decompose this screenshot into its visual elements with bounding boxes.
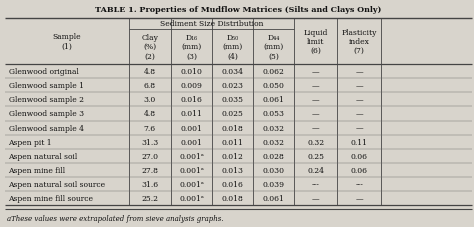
Text: 0.011: 0.011 xyxy=(222,138,244,146)
Text: 0.025: 0.025 xyxy=(222,110,244,118)
Text: 0.018: 0.018 xyxy=(222,194,244,202)
Text: —: — xyxy=(356,68,363,76)
Text: 0.001ᵃ: 0.001ᵃ xyxy=(179,180,204,188)
Text: —: — xyxy=(356,96,363,104)
Text: 0.032: 0.032 xyxy=(263,138,284,146)
Text: 7.6: 7.6 xyxy=(144,124,156,132)
Text: 0.018: 0.018 xyxy=(222,124,244,132)
Text: 0.001: 0.001 xyxy=(181,138,202,146)
Text: 0.061: 0.061 xyxy=(263,96,284,104)
Text: 4.8: 4.8 xyxy=(144,110,156,118)
Text: 0.013: 0.013 xyxy=(222,166,244,174)
Text: —: — xyxy=(356,124,363,132)
Text: 0.32: 0.32 xyxy=(307,138,324,146)
Text: 25.2: 25.2 xyxy=(141,194,158,202)
Text: 0.016: 0.016 xyxy=(222,180,244,188)
Text: Glenwood original: Glenwood original xyxy=(9,68,78,76)
Text: 0.032: 0.032 xyxy=(263,124,284,132)
Text: Glenwood sample 1: Glenwood sample 1 xyxy=(9,82,83,90)
Text: 0.011: 0.011 xyxy=(181,110,202,118)
Text: 3.0: 3.0 xyxy=(144,96,156,104)
Text: 0.001ᵃ: 0.001ᵃ xyxy=(179,166,204,174)
Text: —: — xyxy=(356,194,363,202)
Text: 0.009: 0.009 xyxy=(181,82,202,90)
Text: Plasticity
index
(7): Plasticity index (7) xyxy=(342,29,377,55)
Text: 0.06: 0.06 xyxy=(351,152,368,160)
Text: 0.25: 0.25 xyxy=(307,152,324,160)
Text: 0.001: 0.001 xyxy=(181,124,202,132)
Text: Liquid
limit
(6): Liquid limit (6) xyxy=(303,29,328,55)
Text: 0.050: 0.050 xyxy=(263,82,284,90)
Text: Aspen natural soil source: Aspen natural soil source xyxy=(9,180,106,188)
Text: 27.8: 27.8 xyxy=(141,166,158,174)
Text: 0.039: 0.039 xyxy=(263,180,284,188)
Text: —: — xyxy=(312,194,319,202)
Text: Sample
(1): Sample (1) xyxy=(53,33,81,50)
Text: Aspen natural soil: Aspen natural soil xyxy=(9,152,78,160)
Text: 27.0: 27.0 xyxy=(141,152,158,160)
Text: 0.053: 0.053 xyxy=(263,110,284,118)
Text: D₅₀
(mm)
(4): D₅₀ (mm) (4) xyxy=(223,34,243,60)
Text: Glenwood sample 3: Glenwood sample 3 xyxy=(9,110,83,118)
Text: —: — xyxy=(312,96,319,104)
Text: 0.028: 0.028 xyxy=(263,152,284,160)
Text: 0.034: 0.034 xyxy=(222,68,244,76)
Text: —: — xyxy=(312,82,319,90)
Text: Aspen pit 1: Aspen pit 1 xyxy=(9,138,52,146)
Text: 0.001ᵃ: 0.001ᵃ xyxy=(179,152,204,160)
Text: —: — xyxy=(312,68,319,76)
Text: 0.24: 0.24 xyxy=(307,166,324,174)
Text: 6.8: 6.8 xyxy=(144,82,156,90)
Text: 31.6: 31.6 xyxy=(141,180,158,188)
Text: —: — xyxy=(312,110,319,118)
Text: 0.06: 0.06 xyxy=(351,166,368,174)
Text: 0.023: 0.023 xyxy=(222,82,244,90)
Text: Sediment Size Distribution: Sediment Size Distribution xyxy=(160,20,263,28)
Text: 0.010: 0.010 xyxy=(181,68,202,76)
Text: —: — xyxy=(356,110,363,118)
Text: 0.062: 0.062 xyxy=(263,68,284,76)
Text: —: — xyxy=(312,124,319,132)
Text: Clay
(%)
(2): Clay (%) (2) xyxy=(141,34,158,60)
Text: aThese values were extrapolated from sieve analysis graphs.: aThese values were extrapolated from sie… xyxy=(7,215,224,222)
Text: 0.11: 0.11 xyxy=(351,138,368,146)
Text: ---: --- xyxy=(312,180,319,188)
Text: 31.3: 31.3 xyxy=(141,138,158,146)
Text: ---: --- xyxy=(356,180,363,188)
Text: —: — xyxy=(356,82,363,90)
Text: Aspen mine fill source: Aspen mine fill source xyxy=(9,194,93,202)
Text: 0.035: 0.035 xyxy=(222,96,244,104)
Text: 0.012: 0.012 xyxy=(222,152,244,160)
Text: D₁₆
(mm)
(3): D₁₆ (mm) (3) xyxy=(182,34,201,60)
Text: 4.8: 4.8 xyxy=(144,68,156,76)
Text: 0.061: 0.061 xyxy=(263,194,284,202)
Text: 0.001ᵃ: 0.001ᵃ xyxy=(179,194,204,202)
Text: D₄₄
(mm)
(5): D₄₄ (mm) (5) xyxy=(264,34,283,60)
Text: Glenwood sample 2: Glenwood sample 2 xyxy=(9,96,83,104)
Text: 0.016: 0.016 xyxy=(181,96,202,104)
Text: Glenwood sample 4: Glenwood sample 4 xyxy=(9,124,83,132)
Text: Aspen mine fill: Aspen mine fill xyxy=(9,166,66,174)
Text: TABLE 1. Properties of Mudflow Matrices (Silts and Clays Only): TABLE 1. Properties of Mudflow Matrices … xyxy=(95,6,382,14)
Text: 0.030: 0.030 xyxy=(263,166,284,174)
